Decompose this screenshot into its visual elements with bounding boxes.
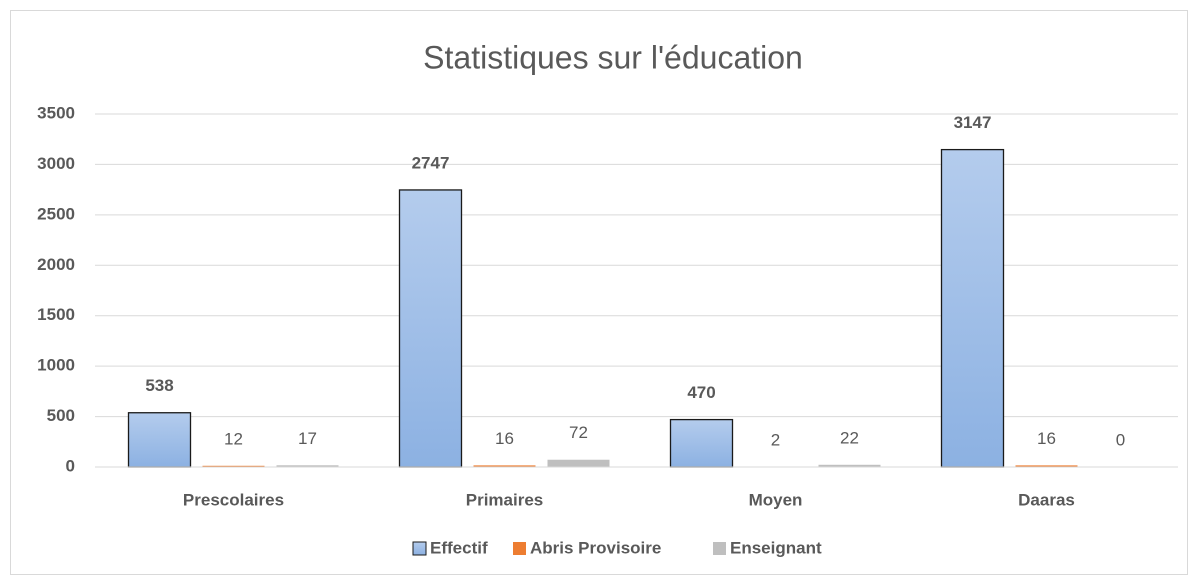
data-label: 12 <box>224 429 243 448</box>
bar <box>547 459 610 467</box>
legend-swatch <box>412 541 427 556</box>
y-tick-label: 0 <box>66 456 75 475</box>
bar <box>669 418 734 468</box>
x-tick-label: Daaras <box>1018 490 1075 509</box>
chart-title: Statistiques sur l'éducation <box>423 39 803 75</box>
legend-swatch <box>713 542 726 555</box>
bar <box>818 464 881 467</box>
bar <box>1015 465 1078 467</box>
bar <box>127 412 192 468</box>
data-label: 538 <box>145 376 173 395</box>
y-tick-label: 1000 <box>37 356 75 375</box>
bar <box>398 189 463 468</box>
data-label: 72 <box>569 423 588 442</box>
y-tick-label: 1500 <box>37 305 75 324</box>
data-label: 22 <box>840 428 859 447</box>
data-label: 2747 <box>412 153 450 172</box>
data-label: 0 <box>1116 430 1125 449</box>
data-label: 16 <box>495 429 514 448</box>
data-label: 470 <box>687 383 715 402</box>
legend-swatch <box>513 542 526 555</box>
data-label: 17 <box>298 429 317 448</box>
data-label: 2 <box>771 430 780 449</box>
y-tick-label: 2000 <box>37 255 75 274</box>
legend-label: Abris Provisoire <box>530 538 661 557</box>
x-tick-label: Moyen <box>749 490 803 509</box>
y-tick-label: 3500 <box>37 103 75 122</box>
x-tick-label: Prescolaires <box>183 490 284 509</box>
legend-label: Effectif <box>430 538 488 557</box>
bar <box>940 148 1005 468</box>
y-tick-label: 500 <box>47 406 75 425</box>
y-tick-label: 2500 <box>37 204 75 223</box>
data-label: 3147 <box>954 113 992 132</box>
x-tick-label: Primaires <box>466 490 544 509</box>
bar <box>473 465 536 467</box>
y-tick-label: 3000 <box>37 154 75 173</box>
bar <box>202 465 265 467</box>
data-label: 16 <box>1037 429 1056 448</box>
bar <box>276 465 339 467</box>
legend-label: Enseignant <box>730 538 822 557</box>
